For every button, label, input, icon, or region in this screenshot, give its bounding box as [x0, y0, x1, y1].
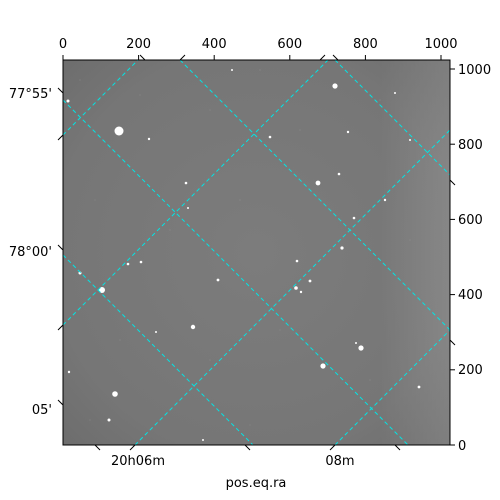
- right-axis-ticks: [450, 68, 455, 446]
- sky-image: [63, 60, 450, 445]
- image-edge-glow: [380, 60, 450, 445]
- right-axis-labels: 0 200 400 600 800 1000: [458, 63, 491, 454]
- star: [155, 331, 157, 333]
- star: [147, 137, 151, 141]
- star: [340, 246, 344, 250]
- star: [417, 385, 421, 389]
- star: [337, 172, 341, 176]
- image-frame: [62, 59, 451, 446]
- star: [112, 391, 118, 397]
- right-tick-label: 0: [458, 439, 466, 454]
- right-tick-label: 600: [458, 213, 483, 228]
- star: [99, 287, 105, 293]
- bottom-tick-label: 08m: [325, 454, 354, 469]
- star: [320, 363, 326, 369]
- star: [268, 135, 272, 139]
- star: [67, 370, 71, 374]
- star: [394, 92, 396, 94]
- star: [107, 418, 111, 422]
- coordinate-grid: [63, 60, 450, 445]
- left-tick-label: 78°00': [9, 245, 52, 260]
- wcs-ticks: [57, 54, 456, 451]
- top-tick-label: 800: [353, 37, 378, 52]
- star: [346, 130, 350, 134]
- star: [308, 279, 312, 283]
- grid-line: [63, 99, 409, 445]
- grid-line: [334, 329, 450, 445]
- left-tick-label: 77°55': [9, 87, 52, 102]
- top-tick-label: 600: [277, 37, 302, 52]
- star: [114, 126, 124, 136]
- top-axis-ticks: [62, 55, 442, 60]
- star: [190, 324, 196, 330]
- x-axis-title: pos.eq.ra: [226, 476, 287, 491]
- star: [332, 83, 338, 89]
- star: [299, 290, 303, 294]
- right-tick-label: 400: [458, 288, 483, 303]
- grid-line: [63, 254, 254, 445]
- bottom-tick-label: 20h06m: [111, 454, 165, 469]
- star: [66, 99, 70, 103]
- grid-line: [334, 60, 450, 176]
- star: [294, 286, 298, 290]
- star: [358, 345, 364, 351]
- star: [355, 342, 357, 344]
- top-tick-label: 0: [59, 37, 67, 52]
- star: [409, 139, 411, 141]
- star: [352, 216, 356, 220]
- star: [315, 180, 321, 186]
- star: [202, 439, 204, 441]
- right-tick-label: 1000: [458, 63, 491, 78]
- right-tick-label: 200: [458, 363, 483, 378]
- star: [231, 69, 233, 71]
- top-tick-label: 1000: [424, 37, 457, 52]
- left-tick-label: 05': [32, 403, 52, 418]
- top-axis-labels: 0 200 400 600 800 1000: [59, 37, 458, 52]
- bottom-axis-labels: 20h06m 08m pos.eq.ra: [111, 454, 355, 491]
- grid-line: [179, 60, 450, 331]
- star: [295, 259, 299, 263]
- right-tick-label: 800: [458, 138, 483, 153]
- left-axis-labels: 77°55' 78°00' 05': [9, 87, 52, 418]
- star: [184, 181, 188, 185]
- star: [139, 260, 143, 264]
- stars: [66, 69, 421, 441]
- top-tick-label: 400: [202, 37, 227, 52]
- star: [383, 198, 387, 202]
- star: [216, 278, 220, 282]
- top-tick-label: 200: [126, 37, 151, 52]
- star: [187, 207, 189, 209]
- star: [126, 262, 130, 266]
